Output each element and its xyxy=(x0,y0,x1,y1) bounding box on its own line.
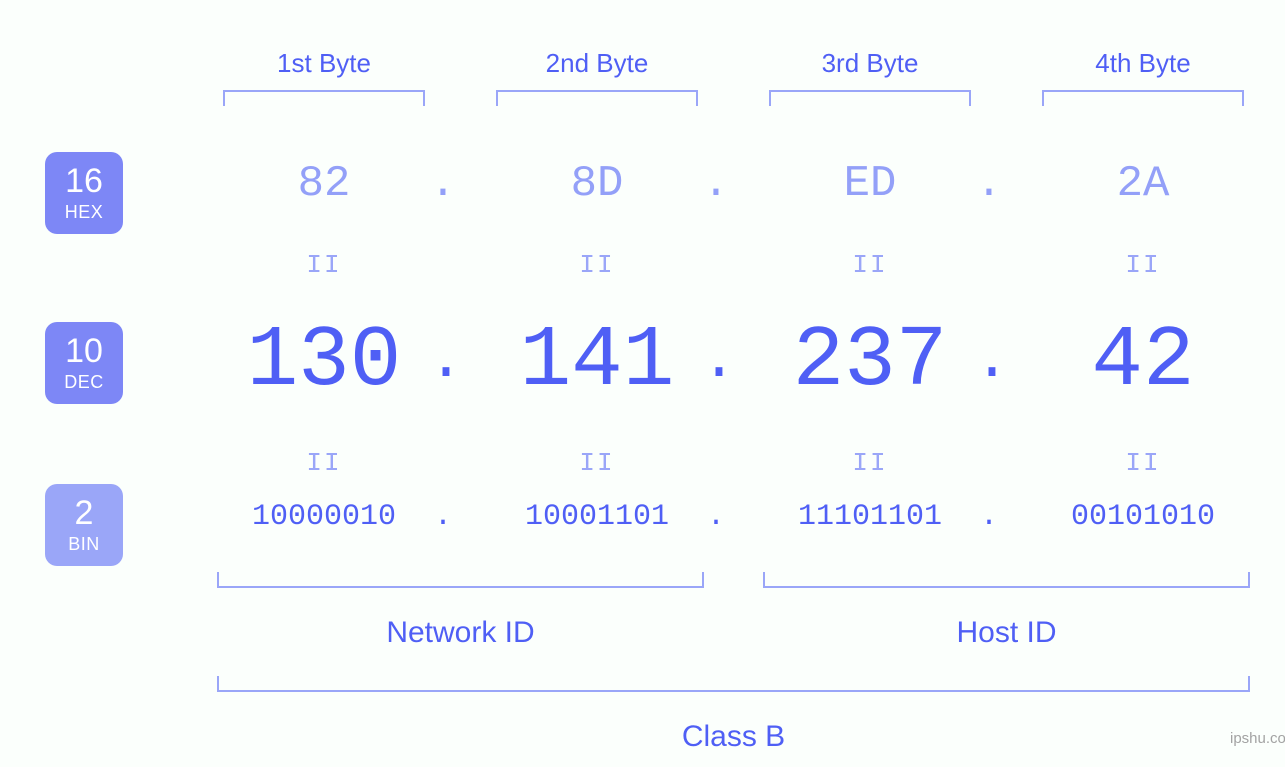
watermark: ipshu.com xyxy=(1230,730,1285,747)
byte-header-4: 4th Byte xyxy=(1024,48,1262,79)
badge-bin-base: 2 xyxy=(75,495,94,532)
dec-dot-1: . xyxy=(428,331,458,391)
hex-dot-3: . xyxy=(974,162,1004,206)
host-id-label: Host ID xyxy=(751,616,1262,650)
host-id-bracket xyxy=(763,572,1250,588)
equals-icon: II xyxy=(1024,448,1262,478)
hex-dot-1: . xyxy=(428,162,458,206)
dec-byte-1: 130 xyxy=(205,318,443,404)
hex-byte-1: 82 xyxy=(205,162,443,206)
dec-byte-4: 42 xyxy=(1024,318,1262,404)
class-bracket xyxy=(217,676,1250,692)
equals-icon: II xyxy=(751,448,989,478)
byte-top-bracket-1 xyxy=(223,90,425,106)
dec-dot-3: . xyxy=(974,331,1004,391)
hex-byte-4: 2A xyxy=(1024,162,1262,206)
byte-top-bracket-2 xyxy=(496,90,698,106)
equals-icon: II xyxy=(205,448,443,478)
bin-byte-3: 11101101 xyxy=(751,502,989,532)
badge-hex-label: HEX xyxy=(65,203,104,223)
equals-icon: II xyxy=(478,250,716,280)
bin-dot-2: . xyxy=(701,502,731,532)
dec-byte-3: 237 xyxy=(751,318,989,404)
hex-byte-3: ED xyxy=(751,162,989,206)
equals-icon: II xyxy=(1024,250,1262,280)
byte-top-bracket-4 xyxy=(1042,90,1244,106)
byte-top-bracket-3 xyxy=(769,90,971,106)
badge-dec-base: 10 xyxy=(65,333,103,370)
network-id-bracket xyxy=(217,572,704,588)
hex-byte-2: 8D xyxy=(478,162,716,206)
badge-hex-base: 16 xyxy=(65,163,103,200)
equals-icon: II xyxy=(205,250,443,280)
badge-dec: 10 DEC xyxy=(45,322,123,404)
badge-bin-label: BIN xyxy=(68,535,100,555)
hex-dot-2: . xyxy=(701,162,731,206)
bin-dot-1: . xyxy=(428,502,458,532)
dec-dot-2: . xyxy=(701,331,731,391)
byte-header-3: 3rd Byte xyxy=(751,48,989,79)
class-label: Class B xyxy=(205,720,1262,754)
bin-dot-3: . xyxy=(974,502,1004,532)
bin-byte-1: 10000010 xyxy=(205,502,443,532)
network-id-label: Network ID xyxy=(205,616,716,650)
byte-header-1: 1st Byte xyxy=(205,48,443,79)
badge-hex: 16 HEX xyxy=(45,152,123,234)
equals-icon: II xyxy=(478,448,716,478)
bin-byte-4: 00101010 xyxy=(1024,502,1262,532)
dec-byte-2: 141 xyxy=(478,318,716,404)
badge-dec-label: DEC xyxy=(64,373,104,393)
bin-byte-2: 10001101 xyxy=(478,502,716,532)
byte-header-2: 2nd Byte xyxy=(478,48,716,79)
equals-icon: II xyxy=(751,250,989,280)
badge-bin: 2 BIN xyxy=(45,484,123,566)
